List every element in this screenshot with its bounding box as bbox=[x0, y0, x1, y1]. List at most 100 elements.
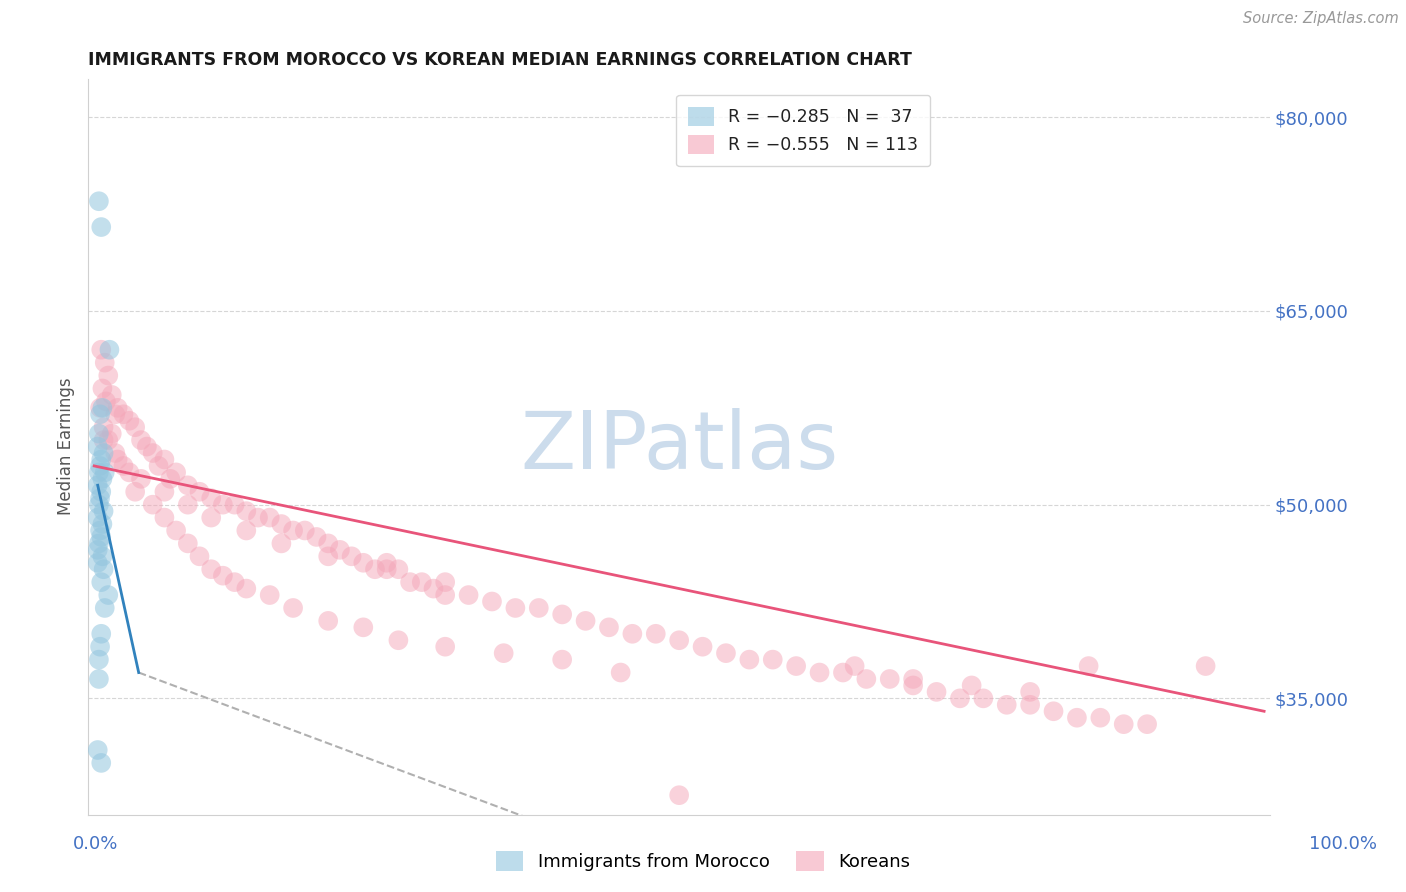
Point bbox=[375, 556, 398, 570]
Point bbox=[224, 575, 246, 590]
Point bbox=[259, 588, 281, 602]
Point bbox=[89, 401, 111, 415]
Point bbox=[901, 672, 924, 686]
Point bbox=[212, 498, 235, 512]
Point bbox=[91, 549, 114, 564]
Point bbox=[270, 536, 292, 550]
Point bbox=[1066, 711, 1088, 725]
Point bbox=[129, 433, 152, 447]
Point bbox=[93, 562, 115, 576]
Point bbox=[148, 458, 170, 473]
Text: 100.0%: 100.0% bbox=[1309, 835, 1376, 853]
Point bbox=[270, 516, 292, 531]
Point bbox=[142, 446, 165, 460]
Point bbox=[91, 516, 114, 531]
Text: 0.0%: 0.0% bbox=[73, 835, 118, 853]
Point bbox=[124, 484, 146, 499]
Point bbox=[94, 356, 117, 370]
Point bbox=[87, 556, 110, 570]
Point bbox=[87, 440, 110, 454]
Point bbox=[165, 466, 187, 480]
Point bbox=[87, 510, 110, 524]
Point bbox=[177, 498, 200, 512]
Point bbox=[738, 652, 761, 666]
Point bbox=[434, 640, 457, 654]
Point bbox=[118, 466, 141, 480]
Point bbox=[87, 478, 110, 492]
Point bbox=[97, 368, 120, 383]
Point bbox=[995, 698, 1018, 712]
Point bbox=[118, 414, 141, 428]
Point bbox=[90, 575, 112, 590]
Point bbox=[142, 498, 165, 512]
Point bbox=[481, 594, 503, 608]
Point bbox=[87, 542, 110, 557]
Point bbox=[352, 556, 374, 570]
Point bbox=[879, 672, 901, 686]
Point bbox=[235, 504, 257, 518]
Point bbox=[316, 614, 339, 628]
Point bbox=[714, 646, 737, 660]
Point bbox=[153, 510, 176, 524]
Point bbox=[97, 588, 120, 602]
Point bbox=[901, 678, 924, 692]
Point bbox=[107, 452, 129, 467]
Point bbox=[527, 601, 550, 615]
Point bbox=[100, 426, 122, 441]
Point bbox=[832, 665, 855, 680]
Y-axis label: Median Earnings: Median Earnings bbox=[58, 377, 75, 516]
Point bbox=[129, 472, 152, 486]
Point bbox=[387, 562, 409, 576]
Point bbox=[598, 620, 620, 634]
Point bbox=[551, 607, 574, 622]
Point bbox=[135, 440, 157, 454]
Point bbox=[93, 420, 115, 434]
Point bbox=[247, 510, 270, 524]
Point bbox=[422, 582, 444, 596]
Point bbox=[224, 498, 246, 512]
Point bbox=[1042, 704, 1064, 718]
Point bbox=[340, 549, 363, 564]
Point bbox=[177, 478, 200, 492]
Point bbox=[1194, 659, 1216, 673]
Point bbox=[159, 472, 181, 486]
Point bbox=[104, 407, 127, 421]
Point bbox=[785, 659, 807, 673]
Point bbox=[235, 582, 257, 596]
Point bbox=[87, 672, 110, 686]
Point bbox=[107, 401, 129, 415]
Point bbox=[89, 458, 111, 473]
Point bbox=[90, 220, 112, 235]
Point bbox=[316, 549, 339, 564]
Point bbox=[1090, 711, 1112, 725]
Point bbox=[492, 646, 515, 660]
Point bbox=[281, 601, 304, 615]
Point bbox=[165, 524, 187, 538]
Point bbox=[844, 659, 866, 673]
Point bbox=[91, 472, 114, 486]
Point bbox=[352, 620, 374, 634]
Point bbox=[93, 504, 115, 518]
Point bbox=[281, 524, 304, 538]
Point bbox=[177, 536, 200, 550]
Point bbox=[104, 446, 127, 460]
Point bbox=[305, 530, 328, 544]
Point bbox=[808, 665, 831, 680]
Point bbox=[1112, 717, 1135, 731]
Point bbox=[93, 446, 115, 460]
Point bbox=[364, 562, 387, 576]
Point bbox=[100, 388, 122, 402]
Point bbox=[188, 549, 211, 564]
Point bbox=[609, 665, 631, 680]
Point bbox=[91, 401, 114, 415]
Point bbox=[972, 691, 994, 706]
Point bbox=[153, 452, 176, 467]
Point bbox=[235, 524, 257, 538]
Point bbox=[329, 542, 352, 557]
Point bbox=[87, 498, 110, 512]
Point bbox=[112, 458, 135, 473]
Point bbox=[855, 672, 877, 686]
Point bbox=[411, 575, 433, 590]
Point bbox=[1077, 659, 1099, 673]
Point bbox=[124, 420, 146, 434]
